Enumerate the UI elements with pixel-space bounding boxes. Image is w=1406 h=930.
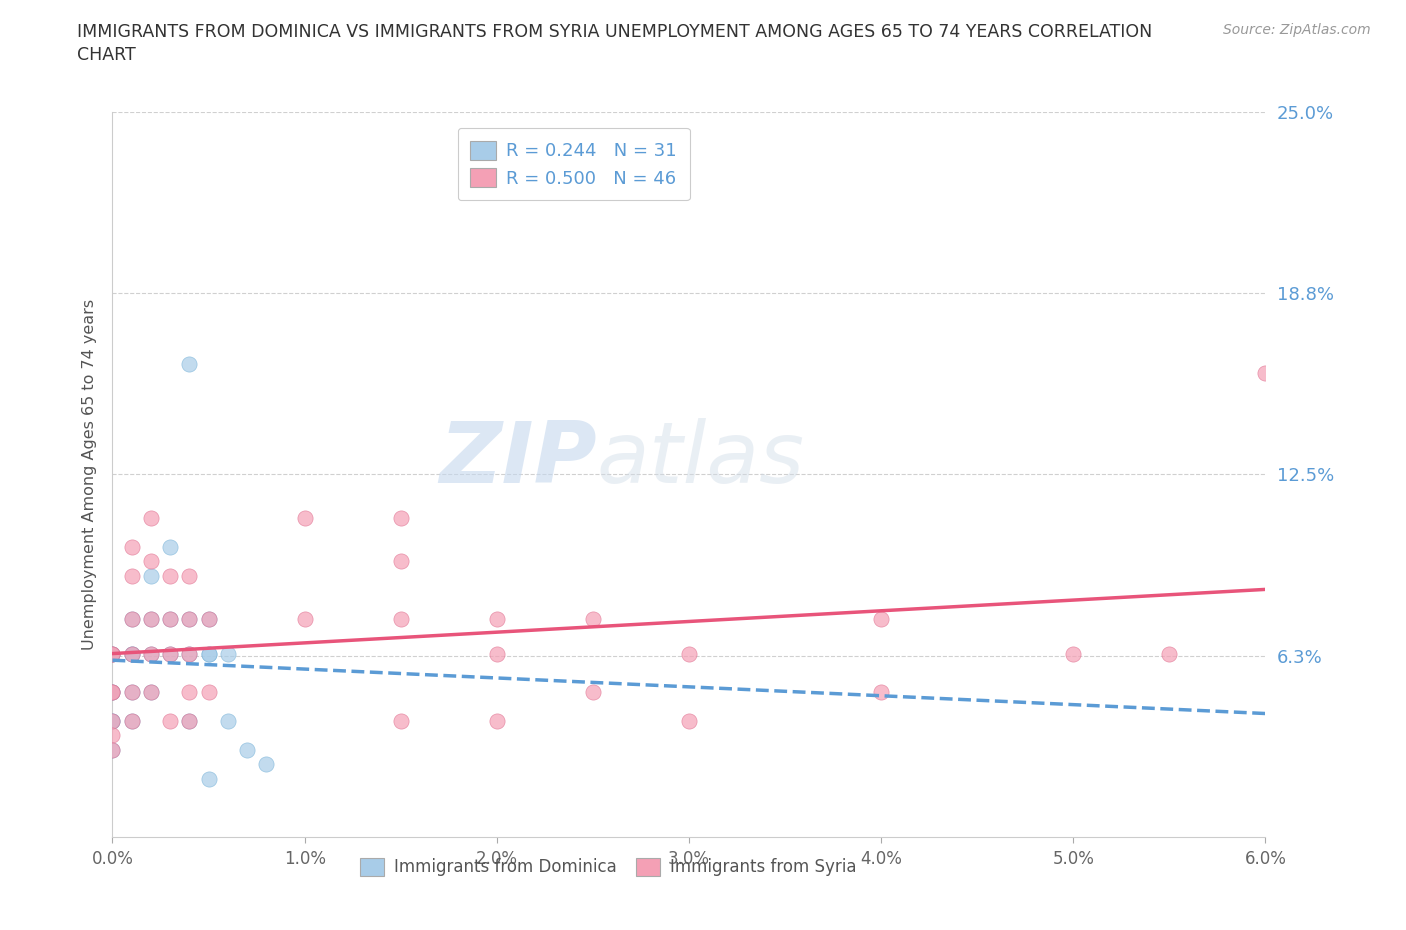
Point	[139, 568, 162, 583]
Point	[485, 713, 508, 728]
Point	[121, 713, 143, 728]
Y-axis label: Unemployment Among Ages 65 to 74 years: Unemployment Among Ages 65 to 74 years	[82, 299, 97, 650]
Point	[179, 713, 201, 728]
Point	[179, 646, 201, 661]
Legend: Immigrants from Dominica, Immigrants from Syria: Immigrants from Dominica, Immigrants fro…	[354, 851, 863, 884]
Point	[179, 684, 201, 699]
Point	[870, 612, 893, 627]
Point	[121, 568, 143, 583]
Point	[159, 612, 181, 627]
Point	[217, 646, 239, 661]
Point	[159, 568, 181, 583]
Point	[121, 646, 143, 661]
Point	[197, 612, 219, 627]
Point	[179, 612, 201, 627]
Point	[179, 356, 201, 371]
Point	[870, 684, 893, 699]
Point	[389, 713, 412, 728]
Point	[121, 684, 143, 699]
Point	[139, 511, 162, 525]
Point	[179, 646, 201, 661]
Point	[485, 646, 508, 661]
Point	[485, 612, 508, 627]
Point	[678, 713, 700, 728]
Point	[1254, 365, 1277, 380]
Point	[139, 684, 162, 699]
Text: CHART: CHART	[77, 46, 136, 64]
Point	[101, 684, 124, 699]
Point	[121, 684, 143, 699]
Point	[197, 646, 219, 661]
Point	[121, 646, 143, 661]
Point	[101, 742, 124, 757]
Point	[139, 612, 162, 627]
Point	[1062, 646, 1084, 661]
Point	[197, 684, 219, 699]
Point	[678, 646, 700, 661]
Point	[101, 684, 124, 699]
Point	[139, 554, 162, 569]
Point	[139, 684, 162, 699]
Point	[389, 511, 412, 525]
Point	[121, 539, 143, 554]
Point	[101, 684, 124, 699]
Point	[101, 646, 124, 661]
Point	[139, 612, 162, 627]
Point	[101, 646, 124, 661]
Point	[101, 713, 124, 728]
Point	[159, 539, 181, 554]
Point	[121, 713, 143, 728]
Point	[139, 646, 162, 661]
Point	[101, 713, 124, 728]
Point	[101, 713, 124, 728]
Point	[159, 646, 181, 661]
Point	[121, 646, 143, 661]
Point	[217, 713, 239, 728]
Point	[294, 511, 316, 525]
Point	[139, 646, 162, 661]
Point	[254, 757, 277, 772]
Point	[121, 612, 143, 627]
Point	[179, 568, 201, 583]
Point	[294, 612, 316, 627]
Point	[582, 612, 605, 627]
Text: ZIP: ZIP	[439, 418, 596, 501]
Point	[389, 612, 412, 627]
Point	[197, 772, 219, 787]
Point	[236, 742, 259, 757]
Point	[101, 684, 124, 699]
Point	[389, 554, 412, 569]
Point	[159, 713, 181, 728]
Point	[159, 646, 181, 661]
Point	[179, 713, 201, 728]
Point	[197, 646, 219, 661]
Point	[159, 612, 181, 627]
Point	[101, 728, 124, 743]
Point	[101, 742, 124, 757]
Point	[101, 646, 124, 661]
Point	[101, 646, 124, 661]
Text: IMMIGRANTS FROM DOMINICA VS IMMIGRANTS FROM SYRIA UNEMPLOYMENT AMONG AGES 65 TO : IMMIGRANTS FROM DOMINICA VS IMMIGRANTS F…	[77, 23, 1153, 41]
Point	[121, 612, 143, 627]
Point	[1159, 646, 1181, 661]
Point	[582, 684, 605, 699]
Text: atlas: atlas	[596, 418, 804, 501]
Point	[197, 612, 219, 627]
Point	[179, 612, 201, 627]
Text: Source: ZipAtlas.com: Source: ZipAtlas.com	[1223, 23, 1371, 37]
